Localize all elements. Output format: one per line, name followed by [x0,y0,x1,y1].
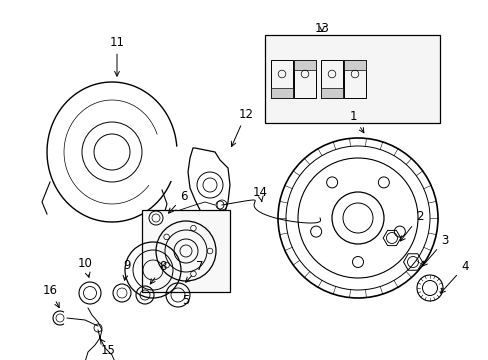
Text: 9: 9 [123,258,130,280]
Text: 6: 6 [168,189,187,213]
Text: 3: 3 [422,234,448,266]
Text: 13: 13 [314,22,329,35]
Bar [320,60,342,98]
Bar [293,60,315,98]
Bar [293,60,315,70]
Bar [142,210,229,292]
Text: 7: 7 [185,261,203,282]
Text: 5: 5 [182,294,189,307]
Text: 14: 14 [252,185,267,201]
Text: 2: 2 [400,210,423,241]
Bar [320,88,342,98]
Text: 4: 4 [440,260,468,293]
Text: 11: 11 [109,36,124,76]
Text: 15: 15 [100,338,115,356]
Bar [343,60,365,98]
Text: 12: 12 [231,108,253,147]
Text: 1: 1 [348,109,363,133]
Text: 8: 8 [150,261,166,284]
Text: 16: 16 [42,284,59,307]
Bar [270,88,292,98]
Bar [343,60,365,70]
Bar [270,60,292,98]
Bar [264,35,439,123]
Text: 10: 10 [78,257,92,277]
